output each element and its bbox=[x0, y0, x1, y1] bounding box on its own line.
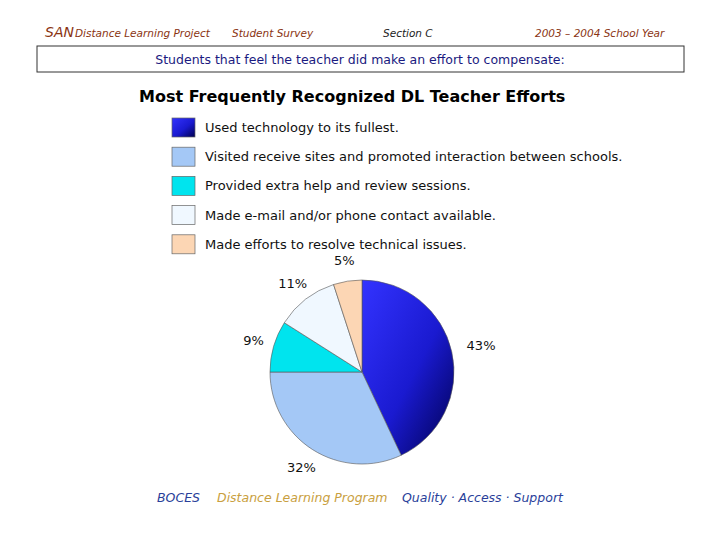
legend-swatch bbox=[172, 118, 195, 137]
pie-slice bbox=[270, 372, 401, 464]
data-label: 11% bbox=[278, 276, 307, 291]
header-year: 2003 – 2004 School Year bbox=[535, 27, 665, 39]
legend-label: Visited receive sites and promoted inter… bbox=[205, 149, 622, 164]
subtitle: Students that feel the teacher did make … bbox=[155, 52, 565, 67]
chart-svg: SANDistance Learning Project Student Surv… bbox=[0, 0, 720, 540]
data-label: 5% bbox=[334, 253, 355, 268]
legend-swatch bbox=[172, 176, 195, 195]
data-label: 9% bbox=[243, 333, 264, 348]
header-section: Section C bbox=[383, 27, 433, 39]
legend-label: Used technology to its fullest. bbox=[205, 120, 399, 135]
header-project: Distance Learning Project bbox=[75, 27, 211, 39]
pie-slice bbox=[334, 280, 362, 372]
legend-swatch bbox=[172, 147, 195, 166]
footer-program: Distance Learning Program bbox=[217, 490, 388, 505]
chart-root: SANDistance Learning Project Student Surv… bbox=[0, 0, 720, 540]
page: {"header": {"san": "SAN", "project": "Di… bbox=[0, 0, 720, 540]
title: Most Frequently Recognized DL Teacher Ef… bbox=[139, 87, 565, 106]
legend-label: Made e-mail and/or phone contact availab… bbox=[205, 208, 496, 223]
legend-swatch bbox=[172, 235, 195, 254]
footer-org: BOCES bbox=[157, 490, 200, 505]
pie bbox=[270, 280, 454, 464]
data-label: 43% bbox=[467, 338, 496, 353]
legend-swatch bbox=[172, 206, 195, 225]
header-san: SAN bbox=[45, 24, 74, 40]
legend-label: Made efforts to resolve technical issues… bbox=[205, 237, 467, 252]
header-survey: Student Survey bbox=[232, 27, 314, 39]
data-label: 32% bbox=[287, 460, 316, 475]
subtitle-box bbox=[37, 46, 684, 72]
legend-label: Provided extra help and review sessions. bbox=[205, 178, 471, 193]
footer-motto: Quality · Access · Support bbox=[402, 490, 564, 505]
